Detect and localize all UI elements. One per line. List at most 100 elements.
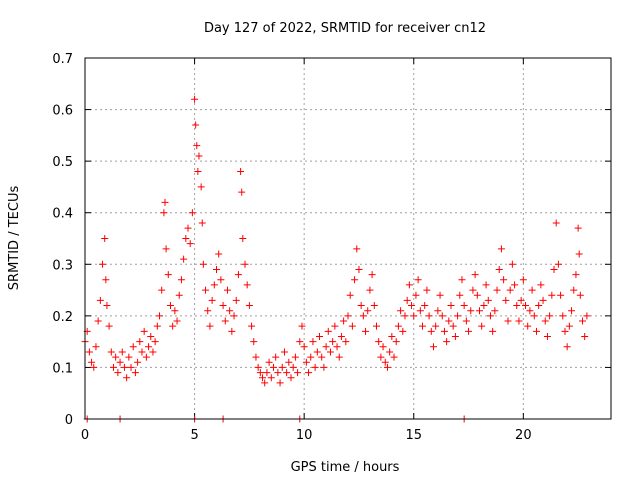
- data-point: [184, 224, 192, 232]
- data-point: [307, 353, 315, 361]
- data-point: [199, 260, 207, 268]
- data-point: [90, 363, 98, 371]
- data-point: [491, 307, 499, 315]
- data-point: [161, 198, 169, 206]
- data-point: [543, 332, 551, 340]
- data-point: [572, 271, 580, 279]
- data-point: [532, 327, 540, 335]
- data-point: [412, 291, 420, 299]
- data-point: [513, 302, 521, 310]
- data-point: [502, 296, 510, 304]
- data-point: [142, 353, 150, 361]
- data-point: [405, 281, 413, 289]
- y-tick-label: 0.5: [52, 155, 73, 170]
- data-point: [127, 363, 135, 371]
- data-point: [526, 307, 534, 315]
- data-point: [171, 307, 179, 315]
- data-point: [392, 338, 400, 346]
- data-point: [500, 276, 508, 284]
- data-point: [579, 317, 587, 325]
- data-point: [414, 276, 422, 284]
- data-point: [548, 291, 556, 299]
- data-point: [465, 327, 473, 335]
- data-point: [386, 348, 394, 356]
- data-point: [276, 379, 284, 387]
- data-point: [272, 353, 280, 361]
- data-point: [568, 307, 576, 315]
- data-point: [241, 260, 249, 268]
- data-point: [388, 332, 396, 340]
- data-point: [194, 167, 202, 175]
- data-point: [517, 296, 525, 304]
- data-point: [140, 327, 148, 335]
- data-point: [92, 343, 100, 351]
- data-point: [383, 363, 391, 371]
- data-point: [535, 302, 543, 310]
- data-point: [120, 363, 128, 371]
- data-point: [219, 302, 227, 310]
- data-point: [394, 322, 402, 330]
- data-points: [81, 95, 591, 423]
- data-point: [486, 312, 494, 320]
- data-point: [519, 276, 527, 284]
- data-point: [522, 302, 530, 310]
- data-point: [261, 379, 269, 387]
- data-point: [289, 363, 297, 371]
- data-point: [473, 291, 481, 299]
- data-point: [528, 286, 536, 294]
- data-point: [416, 307, 424, 315]
- data-point: [335, 353, 343, 361]
- data-point: [204, 307, 212, 315]
- data-point: [480, 302, 488, 310]
- data-point: [489, 327, 497, 335]
- data-point: [342, 338, 350, 346]
- data-point: [192, 121, 200, 129]
- x-tick-label: 10: [296, 428, 313, 443]
- data-point: [234, 271, 242, 279]
- data-point: [160, 209, 168, 217]
- data-point: [145, 343, 153, 351]
- data-point: [493, 286, 501, 294]
- data-point: [557, 291, 565, 299]
- y-tick-label: 0.7: [52, 52, 73, 67]
- data-point: [456, 291, 464, 299]
- data-point: [583, 312, 591, 320]
- data-point: [278, 363, 286, 371]
- data-point: [403, 296, 411, 304]
- data-point: [359, 312, 367, 320]
- data-point: [421, 302, 429, 310]
- data-point: [316, 332, 324, 340]
- data-point: [287, 374, 295, 382]
- data-point: [291, 353, 299, 361]
- data-point: [377, 353, 385, 361]
- data-point: [401, 312, 409, 320]
- data-point: [329, 338, 337, 346]
- data-point: [471, 271, 479, 279]
- data-point: [467, 307, 475, 315]
- data-point: [497, 245, 505, 253]
- data-point: [105, 322, 113, 330]
- data-point: [109, 363, 117, 371]
- data-point: [147, 332, 155, 340]
- data-point: [285, 358, 293, 366]
- data-point: [153, 322, 161, 330]
- data-point: [353, 245, 361, 253]
- data-point: [311, 363, 319, 371]
- data-point: [101, 235, 109, 242]
- data-point: [294, 369, 302, 377]
- data-point: [274, 369, 282, 377]
- x-tick-label: 0: [81, 428, 89, 443]
- data-point: [254, 363, 262, 371]
- data-point: [506, 286, 514, 294]
- data-point: [552, 219, 560, 227]
- data-point: [206, 322, 214, 330]
- y-tick-label: 0.3: [52, 258, 73, 273]
- data-point: [210, 281, 218, 289]
- data-point: [447, 302, 455, 310]
- data-point: [476, 307, 483, 315]
- data-point: [546, 312, 554, 320]
- data-point: [408, 302, 416, 310]
- data-point: [460, 302, 468, 310]
- data-point: [530, 312, 538, 320]
- data-point: [208, 296, 216, 304]
